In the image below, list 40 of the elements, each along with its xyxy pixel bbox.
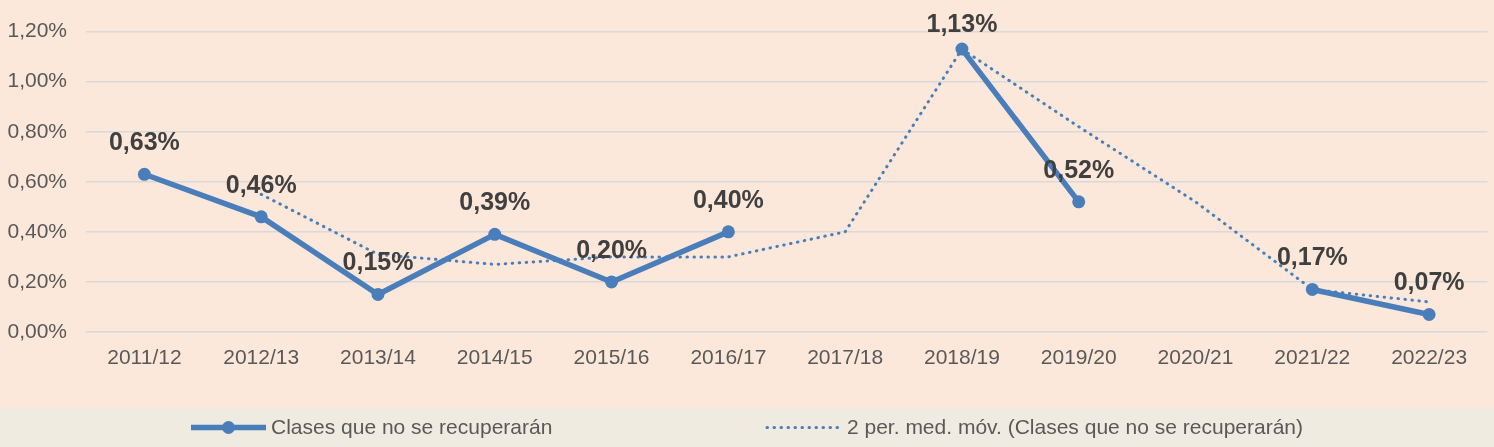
- data-label: 0,17%: [1276, 242, 1348, 271]
- y-tick-label: 0,00%: [7, 318, 67, 342]
- x-tick-label: 2020/21: [1157, 345, 1234, 369]
- point: [1305, 282, 1319, 296]
- point: [371, 287, 385, 301]
- x-tick-label: 2022/23: [1391, 345, 1468, 369]
- point: [254, 210, 268, 224]
- data-label: 1,13%: [926, 9, 998, 37]
- data-label: 0,07%: [1393, 267, 1465, 296]
- point: [605, 275, 619, 289]
- y-tick-label: 1,00%: [7, 68, 67, 92]
- x-tick-label: 2017/18: [807, 345, 884, 369]
- y-tick-label: 0,40%: [7, 218, 67, 242]
- data-label: 0,39%: [459, 187, 531, 216]
- data-label: 0,46%: [225, 169, 297, 198]
- point: [1072, 195, 1086, 209]
- y-tick-label: 0,20%: [7, 268, 67, 292]
- legend-label: 2 per. med. móv. (Clases que no se recuperarán): [847, 415, 1304, 439]
- x-tick-label: 2021/22: [1274, 345, 1351, 369]
- y-tick-label: 1,20%: [7, 18, 67, 42]
- point: [721, 225, 735, 239]
- y-tick-label: 0,80%: [7, 118, 67, 142]
- data-label: 0,63%: [108, 127, 180, 156]
- point: [955, 42, 969, 56]
- data-label: 0,20%: [576, 234, 648, 263]
- x-tick-label: 2018/19: [923, 345, 1000, 369]
- x-tick-label: 2014/15: [456, 345, 533, 369]
- point: [137, 167, 151, 181]
- x-tick-label: 2011/12: [107, 345, 182, 369]
- point: [1422, 307, 1436, 321]
- legend-label: Clases que no se recuperarán: [271, 415, 553, 439]
- point: [488, 227, 502, 241]
- data-label: 0,40%: [692, 184, 764, 213]
- x-tick-label: 2016/17: [690, 345, 767, 369]
- y-tick-label: 0,60%: [7, 168, 67, 192]
- data-label: 0,15%: [342, 247, 414, 276]
- x-tick-label: 2012/13: [223, 345, 300, 369]
- x-tick-label: 2013/14: [340, 345, 417, 369]
- x-tick-label: 2019/20: [1040, 345, 1117, 369]
- x-tick-label: 2015/16: [573, 345, 650, 369]
